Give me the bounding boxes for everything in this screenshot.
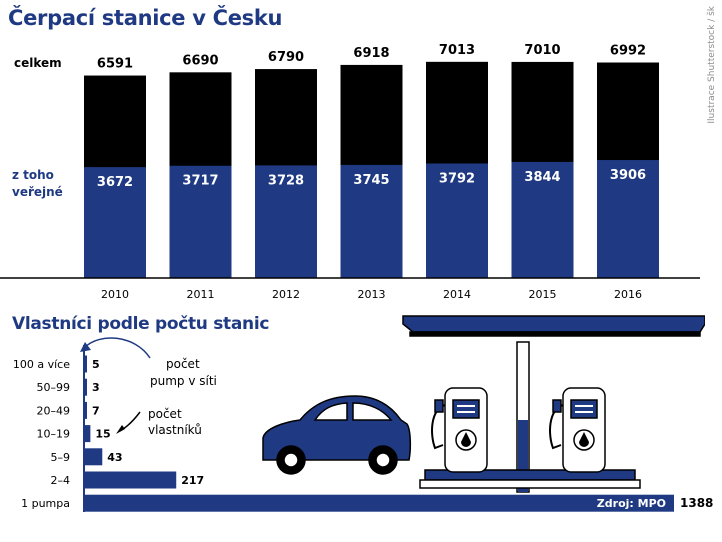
pumps-annotation-arrowhead xyxy=(80,342,91,352)
total-value-label: 6992 xyxy=(610,44,646,59)
owner-category-label: 20–49 xyxy=(37,404,71,417)
public-value-label: 3717 xyxy=(182,174,218,189)
legend-public-label-line2: veřejné xyxy=(12,185,63,199)
total-value-label: 6690 xyxy=(182,53,218,68)
pump-island-base-icon xyxy=(419,479,641,489)
bar-public xyxy=(340,164,403,278)
pumps-annotation-line1: počet xyxy=(166,357,200,371)
owner-value-label: 1388 xyxy=(680,496,713,510)
owner-value-label: 5 xyxy=(92,358,100,371)
public-value-label: 3906 xyxy=(610,168,646,183)
total-value-label: 7010 xyxy=(524,43,560,58)
public-value-label: 3728 xyxy=(268,173,304,188)
fuel-pump-right-icon xyxy=(549,387,606,473)
owner-bar xyxy=(84,494,674,512)
bar-public xyxy=(511,161,574,278)
owners-chart-title: Vlastníci podle počtu stanic xyxy=(12,314,270,334)
canopy-icon xyxy=(402,315,705,333)
year-tick-label: 2013 xyxy=(358,288,386,301)
total-value-label: 6591 xyxy=(97,57,133,72)
gas-station-illustration xyxy=(262,315,705,493)
bar-public xyxy=(597,160,659,278)
source-label: Zdroj: MPO xyxy=(597,497,666,510)
pumps-annotation-line2: pump v síti xyxy=(150,374,217,388)
canopy-pole-band-icon xyxy=(518,420,528,492)
total-value-label: 6790 xyxy=(268,50,304,65)
public-value-label: 3745 xyxy=(353,173,389,188)
owner-category-label: 10–19 xyxy=(37,428,71,441)
public-value-label: 3672 xyxy=(97,175,133,190)
owners-annotation-line1: počet xyxy=(148,407,182,421)
owner-bar xyxy=(84,355,87,373)
owner-category-label: 50–99 xyxy=(37,381,71,394)
owner-category-label: 5–9 xyxy=(51,451,71,464)
owner-category-label: 100 a více xyxy=(13,358,70,371)
owner-bar xyxy=(84,401,87,419)
car-icon xyxy=(262,395,412,475)
year-tick-label: 2016 xyxy=(614,288,642,301)
owner-bar xyxy=(84,378,87,396)
total-value-label: 6918 xyxy=(353,46,389,61)
canopy-edge-icon xyxy=(409,331,701,337)
bar-public xyxy=(426,163,488,278)
year-tick-label: 2012 xyxy=(272,288,300,301)
public-value-label: 3792 xyxy=(439,171,475,186)
owner-value-label: 7 xyxy=(92,404,100,417)
page-title: Čerpací stanice v Česku xyxy=(8,6,283,30)
bar-public xyxy=(169,165,232,278)
owner-value-label: 15 xyxy=(95,428,110,441)
year-tick-label: 2010 xyxy=(101,288,129,301)
legend-total-label: celkem xyxy=(14,56,62,70)
owner-bar xyxy=(84,425,91,443)
owner-value-label: 43 xyxy=(107,451,122,464)
fuel-pump-left-icon xyxy=(431,387,488,473)
pumps-annotation-arrow xyxy=(83,337,151,359)
owners-annotation-arrowhead xyxy=(116,425,125,434)
year-tick-label: 2015 xyxy=(529,288,557,301)
owner-bar xyxy=(84,448,103,466)
owner-value-label: 217 xyxy=(181,474,204,487)
legend-public-label-line1: z toho xyxy=(12,168,54,182)
public-value-label: 3844 xyxy=(524,170,560,185)
owner-category-label: 1 pumpa xyxy=(21,497,70,510)
owner-value-label: 3 xyxy=(92,381,100,394)
owner-bar xyxy=(84,471,177,489)
owners-bar-chart: 100 a více 5 50–99 3 20–49 7 10–19 15 5–9 43 2–4 21… xyxy=(13,337,713,512)
owners-annotation-line2: vlastníků xyxy=(148,423,202,437)
total-value-label: 7013 xyxy=(439,43,475,58)
bar-public xyxy=(84,167,146,278)
year-tick-label: 2011 xyxy=(187,288,215,301)
stations-bar-chart: 6591 3672 2010 6690 3717 2011 6790 3728 2012 6918… xyxy=(0,43,700,301)
year-tick-label: 2014 xyxy=(443,288,471,301)
bar-public xyxy=(255,165,317,278)
owner-category-label: 2–4 xyxy=(51,474,71,487)
